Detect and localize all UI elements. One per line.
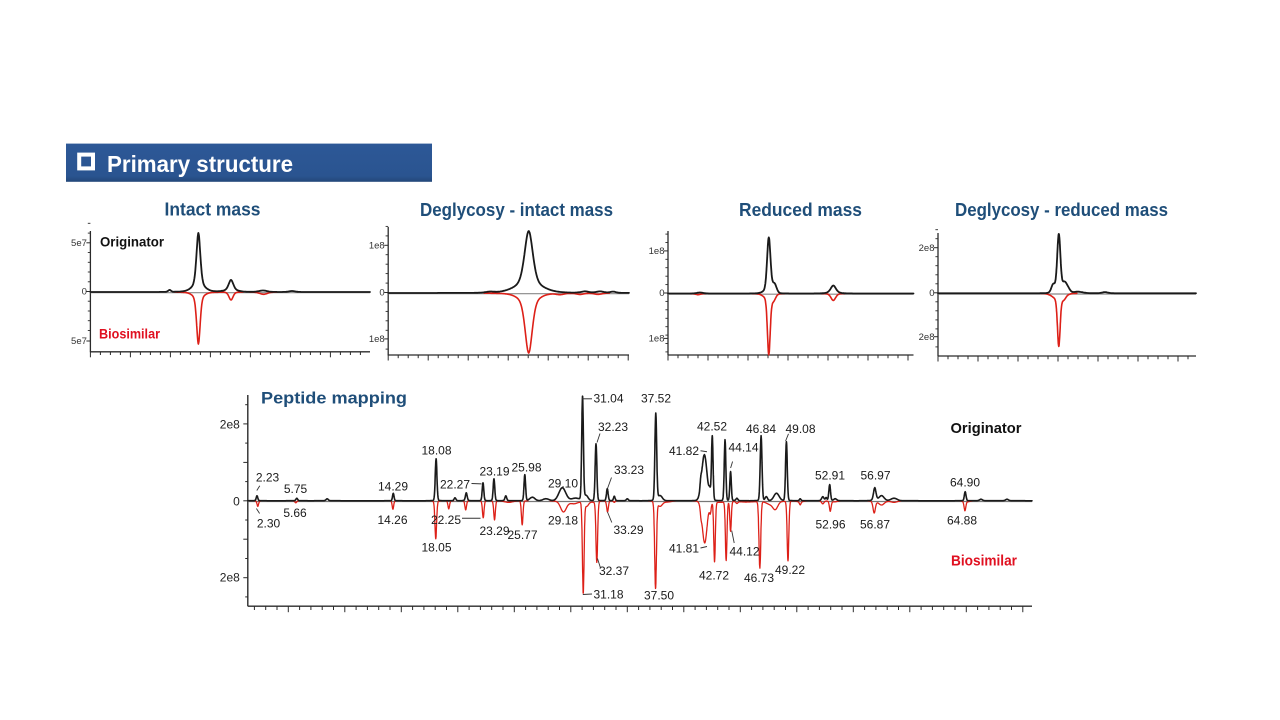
svg-text:37.50: 37.50	[644, 589, 674, 603]
svg-text:14.29: 14.29	[378, 480, 408, 494]
svg-text:37.52: 37.52	[641, 392, 671, 406]
svg-text:Originator: Originator	[100, 234, 165, 250]
svg-text:0: 0	[82, 287, 87, 298]
svg-text:2e8: 2e8	[919, 243, 935, 254]
svg-text:23.29: 23.29	[479, 524, 509, 538]
svg-text:25.77: 25.77	[507, 528, 537, 542]
svg-text:64.88: 64.88	[947, 514, 977, 528]
svg-text:Biosimilar: Biosimilar	[99, 326, 160, 342]
svg-text:18.05: 18.05	[421, 540, 451, 554]
svg-text:1e8: 1e8	[649, 334, 665, 345]
svg-text:49.08: 49.08	[785, 422, 815, 436]
svg-text:Peptide mapping: Peptide mapping	[261, 390, 407, 408]
svg-text:5.75: 5.75	[284, 482, 308, 496]
svg-text:42.72: 42.72	[699, 569, 729, 583]
svg-text:2e8: 2e8	[220, 571, 240, 585]
svg-text:1e8: 1e8	[649, 246, 665, 257]
svg-text:Biosimilar: Biosimilar	[951, 553, 1017, 570]
svg-text:31.18: 31.18	[594, 588, 624, 602]
svg-text:33.23: 33.23	[614, 463, 644, 477]
svg-text:22.27: 22.27	[440, 477, 470, 491]
svg-text:25.98: 25.98	[511, 461, 541, 475]
svg-text:41.81: 41.81	[669, 542, 699, 556]
svg-text:31.04: 31.04	[594, 392, 624, 406]
svg-text:64.90: 64.90	[950, 476, 980, 490]
svg-text:56.87: 56.87	[860, 518, 890, 532]
svg-text:1e8: 1e8	[369, 334, 385, 345]
svg-text:32.37: 32.37	[599, 564, 629, 578]
svg-text:33.29: 33.29	[613, 523, 643, 537]
svg-text:46.73: 46.73	[744, 571, 774, 585]
svg-text:41.82: 41.82	[669, 444, 699, 458]
svg-text:2e8: 2e8	[220, 418, 240, 432]
svg-text:23.19: 23.19	[479, 465, 509, 479]
svg-text:Intact mass: Intact mass	[165, 199, 261, 220]
svg-text:Primary structure: Primary structure	[107, 151, 293, 177]
svg-text:5e7: 5e7	[71, 336, 87, 347]
svg-text:1e8: 1e8	[369, 241, 385, 252]
svg-text:0: 0	[379, 288, 384, 299]
svg-text:5.66: 5.66	[283, 506, 307, 520]
svg-text:14.26: 14.26	[377, 513, 407, 527]
svg-text:0: 0	[929, 288, 934, 299]
svg-text:18.08: 18.08	[421, 444, 451, 458]
svg-text:29.10: 29.10	[548, 477, 578, 491]
svg-text:44.12: 44.12	[729, 544, 759, 558]
svg-text:32.23: 32.23	[598, 420, 628, 434]
svg-text:Deglycosy - reduced mass: Deglycosy - reduced mass	[955, 199, 1168, 220]
svg-text:Originator: Originator	[951, 420, 1022, 437]
svg-text:29.18: 29.18	[548, 514, 578, 528]
svg-text:2.30: 2.30	[257, 516, 281, 530]
svg-text:44.14: 44.14	[728, 441, 758, 455]
svg-text:52.96: 52.96	[815, 518, 845, 532]
svg-text:2e8: 2e8	[919, 332, 935, 343]
svg-text:5e7: 5e7	[71, 238, 87, 249]
svg-text:0: 0	[233, 494, 240, 508]
svg-text:Reduced mass: Reduced mass	[739, 199, 862, 220]
svg-text:56.97: 56.97	[860, 469, 890, 483]
svg-text:46.84: 46.84	[746, 422, 776, 436]
svg-text:Deglycosy - intact mass: Deglycosy - intact mass	[420, 199, 613, 220]
svg-text:2.23: 2.23	[256, 470, 280, 484]
svg-text:49.22: 49.22	[775, 563, 805, 577]
svg-text:0: 0	[659, 288, 664, 299]
svg-text:22.25: 22.25	[431, 513, 461, 527]
svg-text:42.52: 42.52	[697, 420, 727, 434]
svg-text:52.91: 52.91	[815, 469, 845, 483]
